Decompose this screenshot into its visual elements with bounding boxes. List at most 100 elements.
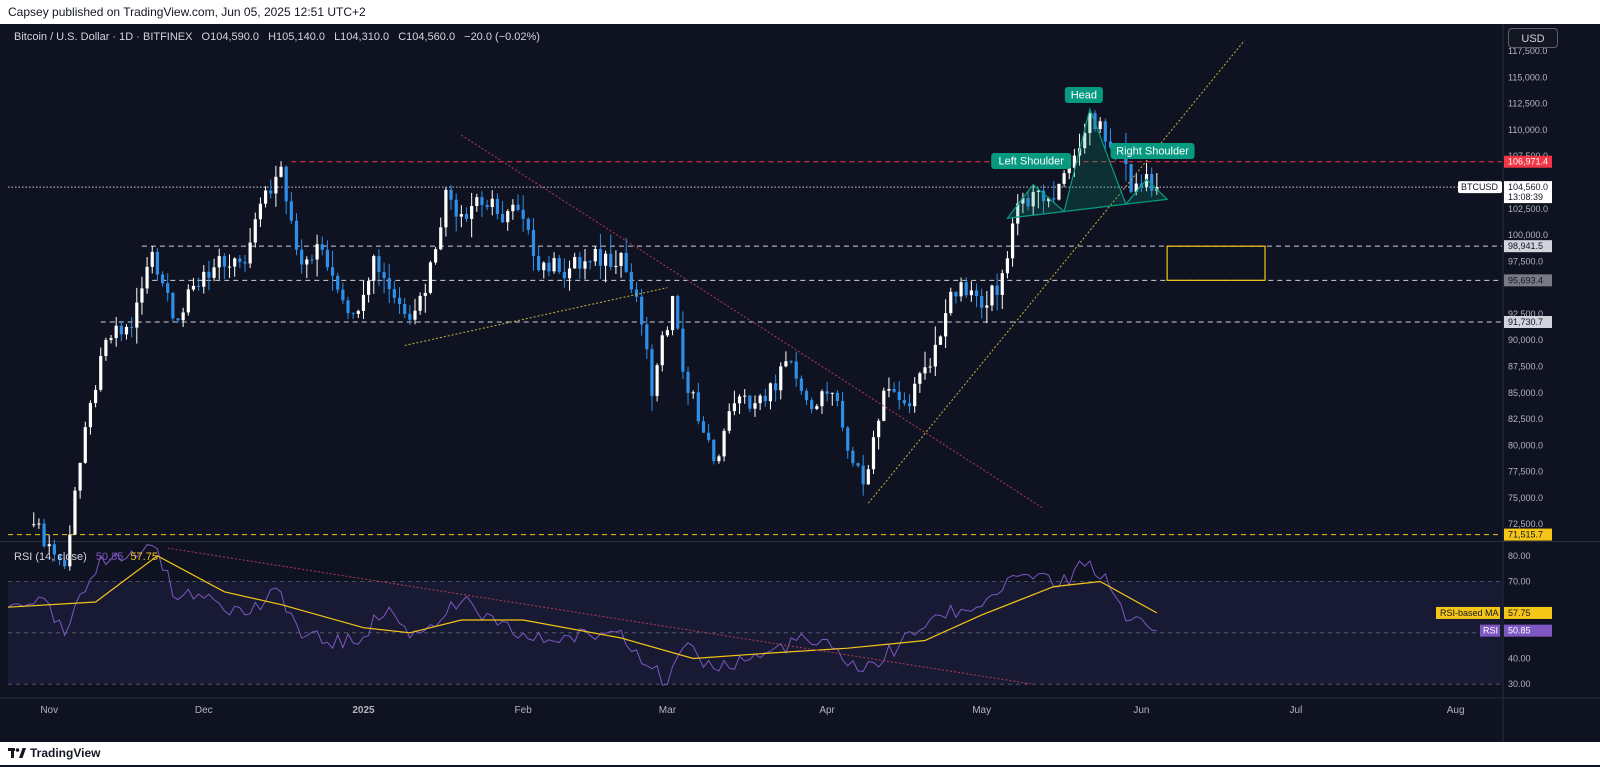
candle-body — [279, 166, 283, 177]
level-71-label: 71,515.7 — [1504, 528, 1552, 541]
price-tick-label: 97,500.0 — [1508, 256, 1543, 266]
candle-body — [238, 258, 242, 262]
left-shoulder-label-text: Left Shoulder — [998, 156, 1064, 168]
candle-body — [444, 189, 448, 228]
candle-body — [743, 395, 747, 397]
candle-body — [104, 339, 108, 356]
candle-body — [923, 367, 927, 374]
candle-body — [367, 280, 371, 295]
candle-body — [1144, 174, 1149, 188]
candle-body — [130, 326, 134, 328]
candle-body — [650, 349, 654, 396]
candle-body — [1005, 258, 1010, 274]
candle-body — [707, 432, 711, 440]
candle-body — [748, 395, 752, 409]
candle-body — [454, 199, 458, 217]
candle-body — [634, 289, 639, 297]
candle-body — [1072, 155, 1077, 168]
candle-body — [135, 302, 139, 328]
candle-body — [763, 395, 767, 402]
candle-body — [253, 219, 257, 243]
candle-body — [119, 325, 123, 335]
time-axis-label: Feb — [515, 705, 533, 716]
candle-body — [124, 326, 129, 335]
candle-body — [506, 211, 510, 223]
candle-body — [655, 365, 659, 396]
candle-body — [109, 338, 113, 340]
head-shoulders-pattern — [1006, 106, 1169, 219]
price-tick-label: 80,000.0 — [1508, 440, 1543, 450]
rsi-title: RSI (14, close) — [14, 551, 87, 563]
candle-body — [619, 252, 623, 266]
target-zone — [1166, 245, 1266, 281]
footer-bar: TradingView — [0, 742, 1600, 765]
resistance-price-label: 106,971.4 — [1504, 155, 1552, 168]
candle-body — [877, 420, 881, 438]
candle-body — [325, 249, 330, 268]
candle-body — [954, 291, 958, 297]
candle-body — [397, 297, 402, 305]
rsi-legend: RSI (14, close) 50.85 57.75 — [14, 551, 158, 563]
candles-group — [32, 110, 1159, 571]
level-95-label-bg — [1504, 274, 1552, 287]
candle-body — [361, 294, 366, 311]
candle-body — [171, 292, 175, 319]
time-axis-label: Dec — [195, 705, 213, 716]
candle-body — [933, 344, 937, 367]
candle-body — [490, 198, 494, 208]
tradingview-logo[interactable]: TradingView — [8, 742, 100, 765]
level-98-label-bg — [1504, 240, 1552, 253]
time-axis-label: Mar — [659, 705, 677, 716]
candle-body — [423, 292, 427, 296]
candle-body — [346, 300, 350, 314]
candle-body — [624, 252, 628, 272]
ohlc-close: C104,560.0 — [398, 31, 456, 43]
candle-body — [377, 256, 381, 273]
candle-body — [789, 361, 793, 363]
candle-body — [949, 291, 953, 314]
candle-body — [542, 262, 546, 271]
candle-body — [784, 361, 788, 367]
candle-body — [851, 450, 855, 464]
candle-body — [604, 253, 608, 266]
candle-body — [583, 261, 587, 269]
candle-body — [99, 355, 103, 390]
candle-body — [887, 389, 891, 391]
symbol-label-bg — [1458, 181, 1502, 194]
candle-body — [274, 176, 278, 194]
candle-body — [341, 289, 345, 301]
candle-body — [222, 256, 226, 267]
time-axis-label: Jun — [1133, 705, 1149, 716]
symbol-title: Bitcoin / U.S. Dollar · 1D · BITFINEX — [14, 31, 193, 43]
time-axis-label: Nov — [40, 705, 58, 716]
candle-body — [1057, 183, 1061, 200]
resistance-price-label-text: 106,971.4 — [1508, 157, 1548, 167]
candle-body — [83, 427, 87, 463]
support-trendline — [404, 287, 668, 346]
candle-body — [330, 267, 335, 276]
candle-body — [969, 290, 973, 296]
candle-body — [382, 272, 386, 279]
candle-body — [387, 278, 391, 290]
rsi-value-text: 50.85 — [1508, 626, 1531, 636]
candle-body — [902, 400, 906, 404]
rsi-ma-line — [7, 555, 1158, 660]
candle-body — [37, 523, 41, 525]
candle-body — [191, 285, 196, 290]
current-price-label: 104,560.013:08:39 — [1504, 181, 1552, 204]
candle-body — [907, 403, 912, 407]
currency-button[interactable]: USD — [1508, 28, 1558, 48]
candle-body — [1067, 167, 1071, 174]
candle-body — [995, 285, 999, 295]
candle-body — [531, 229, 536, 257]
candle-body — [640, 296, 644, 325]
candle-body — [140, 288, 144, 303]
candle-body — [645, 324, 649, 350]
candle-body — [521, 209, 525, 219]
candle-body — [830, 392, 834, 394]
price-tick-label: 75,000.0 — [1508, 493, 1543, 503]
price-tick-label: 117,500.0 — [1508, 46, 1547, 56]
chart-canvas[interactable]: Left Shoulder Head Right Shoulder 117,500.0… — [0, 24, 1600, 742]
candle-body — [73, 490, 77, 535]
candle-body — [1000, 273, 1004, 295]
